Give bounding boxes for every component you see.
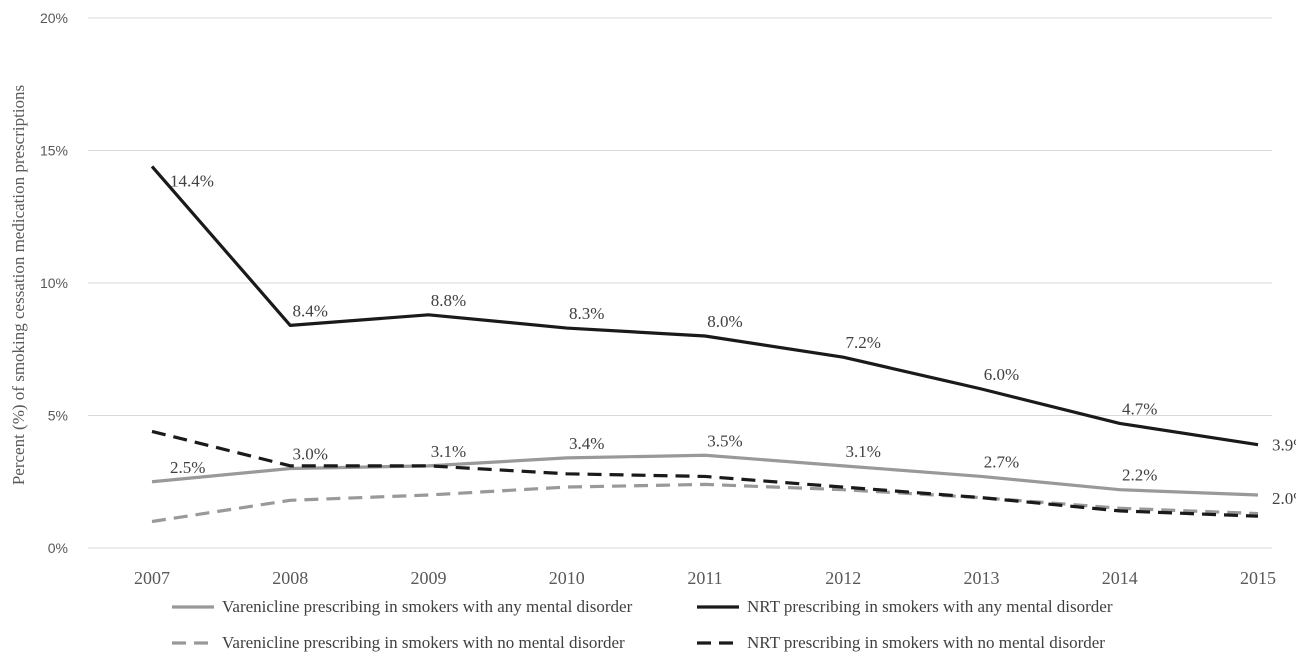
x-tick-label: 2012 — [825, 568, 861, 588]
legend-item-varenicline-prescribing-in-smokers-with-no-mental-disorder: Varenicline prescribing in smokers with … — [172, 633, 625, 652]
x-tick-label: 2015 — [1240, 568, 1276, 588]
x-tick-label: 2014 — [1102, 568, 1138, 588]
grid-lines — [88, 17, 1272, 549]
x-axis: 2007 2008 2009 2010 2011 2012 2013 2014 2015 — [134, 568, 1276, 588]
data-label: 2.5% — [170, 458, 205, 477]
legend-label: Varenicline prescribing in smokers with … — [222, 633, 625, 652]
data-labels: 2.5% 3.0% 3.1% 3.4% 3.5% 3.1% 2.7% 2.2% 2.0% 14.4… — [170, 171, 1296, 508]
data-label: 8.4% — [293, 301, 328, 320]
x-tick-label: 2013 — [964, 568, 1000, 588]
data-label: 2.2% — [1122, 466, 1157, 485]
x-tick-label: 2009 — [411, 568, 447, 588]
y-axis-label: Percent (%) of smoking cessation medicat… — [9, 85, 28, 485]
y-tick-label: 10% — [40, 275, 68, 291]
data-label: 3.0% — [293, 445, 328, 464]
data-label: 6.0% — [984, 365, 1019, 384]
data-label: 3.1% — [431, 442, 466, 461]
data-label: 4.7% — [1122, 399, 1157, 418]
y-tick-label: 20% — [40, 10, 68, 26]
series-line-varenicline-prescribing-in-smokers-with-no-mental-disorder — [151, 482, 1259, 524]
legend-label: NRT prescribing in smokers with any ment… — [747, 597, 1113, 616]
legend-item-nrt-prescribing-in-smokers-with-no-mental-disorder: NRT prescribing in smokers with no menta… — [697, 633, 1105, 652]
legend: Varenicline prescribing in smokers with … — [172, 597, 1113, 652]
x-tick-label: 2007 — [134, 568, 170, 588]
y-tick-label: 5% — [48, 408, 68, 424]
legend-item-nrt-prescribing-in-smokers-with-any-mental-disorder: NRT prescribing in smokers with any ment… — [697, 597, 1113, 616]
data-label: 7.2% — [846, 333, 881, 352]
data-label: 3.1% — [846, 442, 881, 461]
legend-item-varenicline-prescribing-in-smokers-with-any-mental-disorder: Varenicline prescribing in smokers with … — [172, 597, 633, 616]
x-tick-label: 2010 — [549, 568, 585, 588]
series-lines — [150, 165, 1259, 524]
data-label: 14.4% — [170, 171, 214, 190]
x-tick-label: 2008 — [272, 568, 308, 588]
data-label: 3.5% — [707, 431, 742, 450]
data-label: 3.9% — [1272, 436, 1296, 455]
series-line-nrt-prescribing-in-smokers-with-any-mental-disorder — [150, 165, 1259, 447]
series-line-nrt-prescribing-in-smokers-with-no-mental-disorder — [151, 429, 1259, 518]
legend-label: NRT prescribing in smokers with no menta… — [747, 633, 1105, 652]
y-tick-label: 15% — [40, 143, 68, 159]
data-label: 2.0% — [1272, 489, 1296, 508]
data-label: 3.4% — [569, 434, 604, 453]
series-line-varenicline-prescribing-in-smokers-with-any-mental-disorder — [151, 453, 1259, 497]
x-tick-label: 2011 — [687, 568, 722, 588]
y-tick-label: 0% — [48, 540, 68, 556]
data-label: 8.3% — [569, 304, 604, 323]
data-label: 8.8% — [431, 291, 466, 310]
legend-label: Varenicline prescribing in smokers with … — [222, 597, 633, 616]
data-label: 2.7% — [984, 452, 1019, 471]
data-label: 8.0% — [707, 312, 742, 331]
y-axis: 0% 5% 10% 15% 20% — [40, 10, 68, 556]
